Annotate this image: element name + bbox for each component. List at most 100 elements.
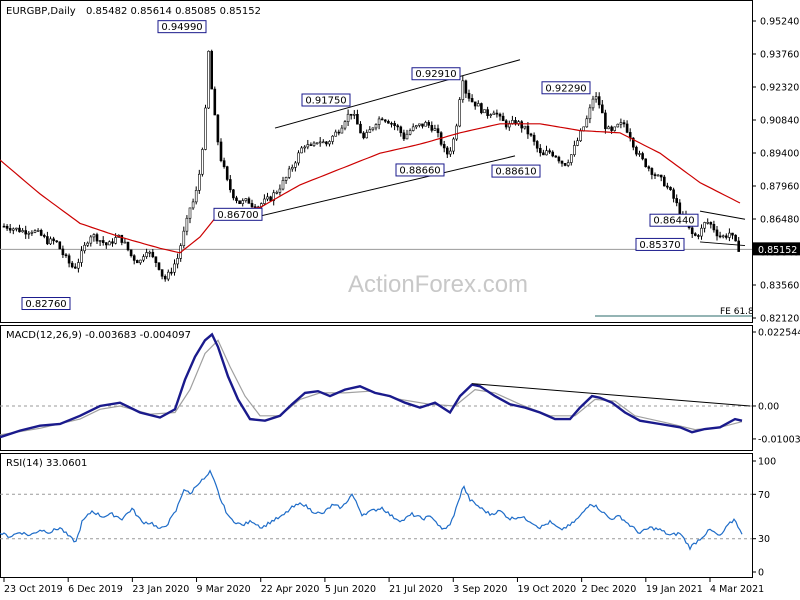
- trendline: [274, 59, 521, 129]
- fe-label: FE 61.8: [720, 307, 754, 317]
- candle-body: [129, 249, 133, 257]
- candle: [467, 89, 471, 102]
- candle-body: [569, 154, 573, 163]
- candle-body: [173, 263, 176, 273]
- candle-body: [737, 240, 741, 252]
- candle: [142, 254, 145, 263]
- candle-body: [591, 98, 595, 109]
- candle: [225, 165, 229, 182]
- candle-body: [579, 130, 582, 142]
- candle-body: [644, 158, 648, 168]
- candle-body: [455, 125, 458, 140]
- candle-body: [371, 127, 375, 130]
- rsi-header: RSI(14) 33.0601: [6, 458, 87, 469]
- swing-label: 0.86440: [649, 213, 699, 227]
- price-axis-label: 0.83560: [760, 281, 799, 292]
- rsi-axis-label: 100: [758, 457, 776, 468]
- candle-body: [145, 252, 148, 257]
- candle-body: [573, 145, 576, 156]
- candle-body: [458, 99, 462, 127]
- candle: [297, 150, 300, 166]
- candle: [613, 126, 617, 132]
- rsi-axis-label: 70: [758, 490, 770, 501]
- candle-body: [408, 130, 412, 135]
- candle-body: [8, 228, 12, 231]
- candle-body: [303, 146, 307, 149]
- candle: [396, 123, 400, 131]
- candle: [219, 138, 223, 163]
- candle-body: [402, 132, 406, 140]
- date-axis-label: 3 Sep 2020: [453, 584, 507, 595]
- candle-body: [151, 251, 155, 258]
- candle: [2, 223, 6, 228]
- candle-body: [213, 88, 217, 116]
- candle: [573, 140, 576, 157]
- candle: [588, 104, 592, 124]
- candle: [449, 147, 452, 157]
- candle-body: [185, 217, 189, 232]
- candle: [157, 262, 161, 271]
- candle: [188, 207, 192, 224]
- candle: [120, 234, 124, 246]
- macd-header: MACD(12,26,9) -0.003683 -0.004097: [6, 330, 191, 341]
- candle-body: [622, 122, 626, 125]
- candle: [622, 119, 626, 128]
- candle: [92, 233, 96, 242]
- candle-body: [15, 227, 18, 230]
- candle: [349, 113, 353, 120]
- candle-body: [638, 153, 641, 155]
- candle-body: [163, 275, 167, 280]
- candle: [356, 109, 359, 125]
- candle: [173, 259, 176, 276]
- candle: [700, 224, 703, 240]
- candle-body: [21, 230, 24, 233]
- candle-body: [120, 234, 124, 243]
- swing-label: 0.88610: [491, 164, 541, 178]
- date-axis-label: 19 Oct 2020: [517, 584, 576, 595]
- candle: [111, 238, 114, 247]
- candle: [662, 174, 666, 187]
- candle: [523, 125, 527, 130]
- candle: [232, 188, 235, 201]
- candle-body: [210, 50, 213, 90]
- rsi-axis-label: 0: [758, 568, 764, 579]
- candle-body: [523, 125, 527, 129]
- candle-body: [480, 103, 483, 114]
- candle: [86, 241, 89, 248]
- candle: [526, 122, 530, 139]
- candle: [241, 198, 244, 207]
- candle: [67, 253, 71, 268]
- candle-body: [538, 147, 542, 154]
- candle-body: [70, 262, 74, 268]
- watermark: ActionForex.com: [348, 271, 528, 298]
- candle: [393, 120, 396, 131]
- candle-body: [157, 262, 161, 270]
- candle-body: [331, 135, 334, 142]
- swing-label-box: [21, 297, 71, 311]
- candle-body: [520, 121, 524, 129]
- candle: [492, 110, 496, 115]
- candle-body: [616, 123, 620, 128]
- candle-body: [709, 222, 713, 225]
- candle-body: [204, 107, 207, 150]
- candle-body: [498, 113, 502, 117]
- candle: [27, 230, 31, 239]
- candle: [352, 110, 356, 120]
- candle-body: [666, 185, 669, 188]
- candle-body: [244, 198, 248, 201]
- swing-label-text: 0.85370: [639, 240, 680, 251]
- candle: [690, 226, 694, 238]
- candle: [151, 249, 155, 259]
- candle-body: [467, 92, 471, 99]
- candle: [145, 248, 148, 259]
- candle: [486, 106, 489, 119]
- candle-body: [55, 240, 59, 243]
- candle: [303, 145, 307, 153]
- candle: [644, 158, 648, 168]
- candle-body: [548, 150, 551, 153]
- candle: [244, 198, 248, 203]
- candle: [247, 196, 251, 204]
- candle-body: [560, 160, 564, 164]
- candle-body: [436, 128, 440, 133]
- candle-body: [325, 141, 328, 145]
